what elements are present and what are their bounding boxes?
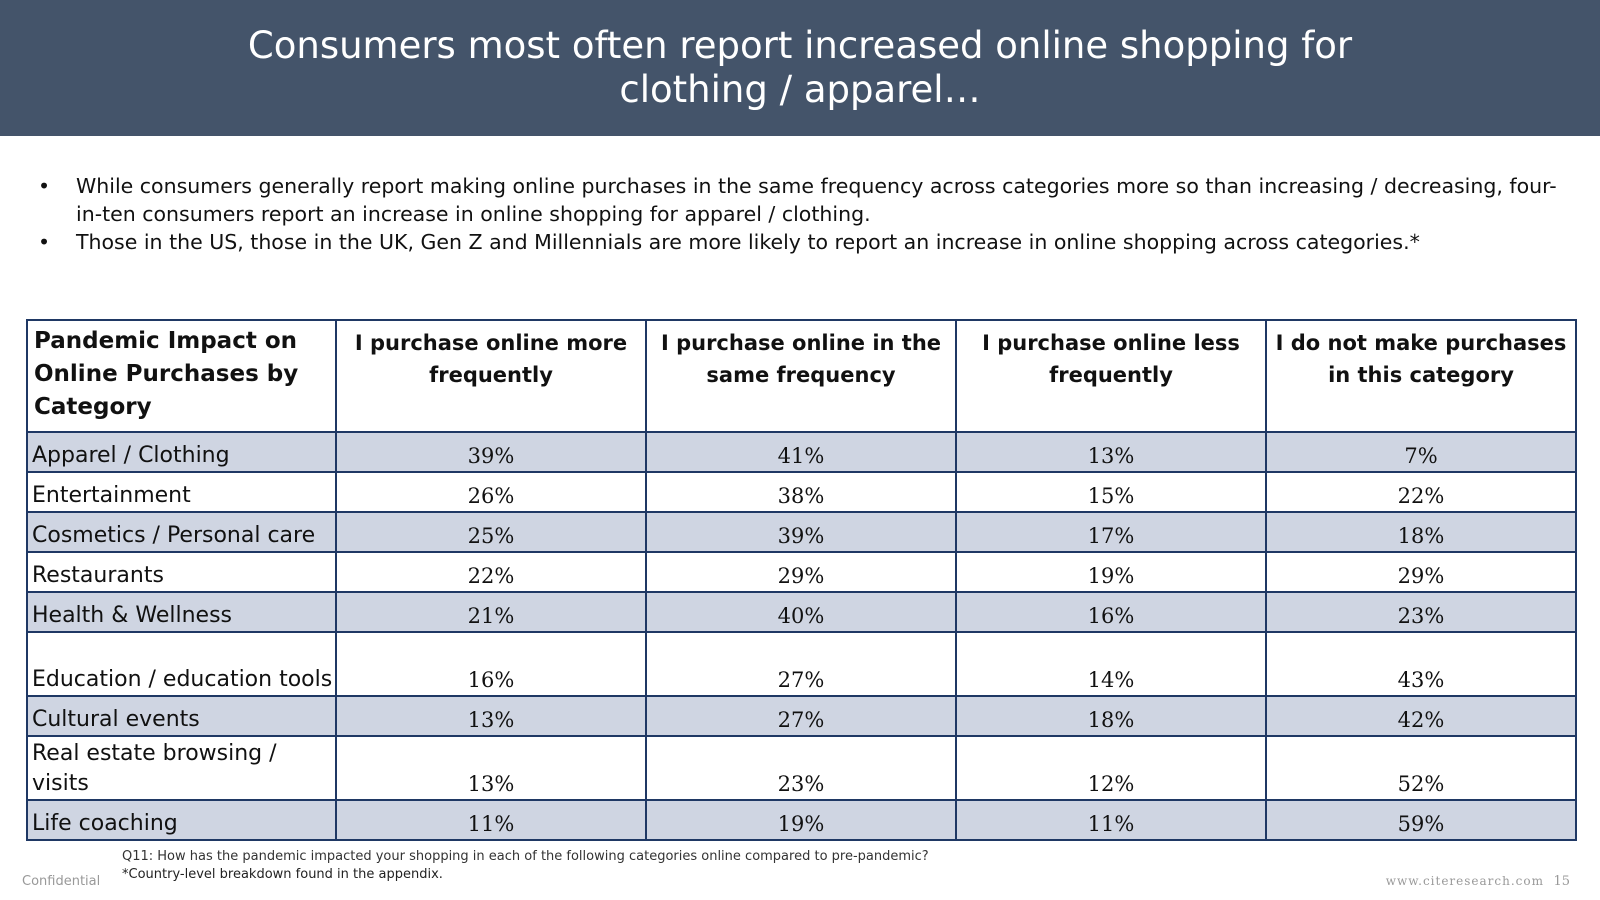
table-row: Life coaching 11% 19% 11% 59%	[26, 799, 1577, 841]
cell-value: 25%	[335, 511, 647, 553]
cell-value: 14%	[955, 631, 1267, 697]
survey-question-footnote: Q11: How has the pandemic impacted your …	[122, 849, 929, 864]
table-row: Education / education tools 16% 27% 14% …	[26, 631, 1577, 697]
bullet-symbol: •	[38, 230, 51, 254]
column-header: I purchase online in the same frequency	[645, 319, 957, 433]
cell-value: 29%	[645, 551, 957, 593]
cell-value: 19%	[645, 799, 957, 841]
table-header-row: Pandemic Impact on Online Purchases by C…	[26, 319, 1577, 433]
row-category: Apparel / Clothing	[26, 431, 337, 473]
table-corner-header: Pandemic Impact on Online Purchases by C…	[26, 319, 337, 433]
cell-value: 39%	[645, 511, 957, 553]
cell-value: 18%	[1265, 511, 1577, 553]
slide-title: Consumers most often report increased on…	[247, 24, 1353, 111]
row-category: Cosmetics / Personal care	[26, 511, 337, 553]
confidential-label: Confidential	[22, 874, 101, 889]
table-row: Restaurants 22% 29% 19% 29%	[26, 551, 1577, 593]
appendix-footnote: *Country-level breakdown found in the ap…	[122, 867, 443, 882]
cell-value: 22%	[335, 551, 647, 593]
table-row: Health & Wellness 21% 40% 16% 23%	[26, 591, 1577, 633]
footnotes: Q11: How has the pandemic impacted your …	[122, 848, 929, 884]
cell-value: 13%	[955, 431, 1267, 473]
cell-value: 7%	[1265, 431, 1577, 473]
row-category: Education / education tools	[26, 631, 337, 697]
bullet-symbol: •	[38, 174, 51, 198]
column-header: I purchase online less frequently	[955, 319, 1267, 433]
cell-value: 12%	[955, 735, 1267, 801]
cell-value: 15%	[955, 471, 1267, 513]
cell-value: 42%	[1265, 695, 1577, 737]
cell-value: 43%	[1265, 631, 1577, 697]
website-url: www.citeresearch.com	[1385, 874, 1544, 888]
table-row: Apparel / Clothing 39% 41% 13% 7%	[26, 431, 1577, 473]
table-row: Cultural events 13% 27% 18% 42%	[26, 695, 1577, 737]
row-category: Health & Wellness	[26, 591, 337, 633]
cell-value: 11%	[955, 799, 1267, 841]
row-category: Life coaching	[26, 799, 337, 841]
row-category: Real estate browsing / visits	[26, 735, 337, 801]
cell-value: 13%	[335, 695, 647, 737]
category-impact-table: Pandemic Impact on Online Purchases by C…	[26, 319, 1577, 841]
cell-value: 39%	[335, 431, 647, 473]
table-row: Cosmetics / Personal care 25% 39% 17% 18…	[26, 511, 1577, 553]
table-row: Real estate browsing / visits 13% 23% 12…	[26, 735, 1577, 801]
row-category: Entertainment	[26, 471, 337, 513]
column-header: I do not make purchases in this category	[1265, 319, 1577, 433]
table-row: Entertainment 26% 38% 15% 22%	[26, 471, 1577, 513]
cell-value: 22%	[1265, 471, 1577, 513]
cell-value: 38%	[645, 471, 957, 513]
cell-value: 16%	[955, 591, 1267, 633]
cell-value: 11%	[335, 799, 647, 841]
bullet-item: • Those in the US, those in the UK, Gen …	[36, 228, 1566, 256]
cell-value: 17%	[955, 511, 1267, 553]
cell-value: 19%	[955, 551, 1267, 593]
cell-value: 26%	[335, 471, 647, 513]
title-bar: Consumers most often report increased on…	[0, 0, 1600, 136]
bullet-text: Those in the US, those in the UK, Gen Z …	[76, 230, 1420, 254]
cell-value: 59%	[1265, 799, 1577, 841]
row-category: Restaurants	[26, 551, 337, 593]
cell-value: 52%	[1265, 735, 1577, 801]
bullet-list: • While consumers generally report makin…	[36, 172, 1566, 256]
cell-value: 16%	[335, 631, 647, 697]
cell-value: 40%	[645, 591, 957, 633]
cell-value: 27%	[645, 695, 957, 737]
cell-value: 23%	[1265, 591, 1577, 633]
bullet-item: • While consumers generally report makin…	[36, 172, 1566, 228]
cell-value: 13%	[335, 735, 647, 801]
cell-value: 29%	[1265, 551, 1577, 593]
bullet-text: While consumers generally report making …	[76, 174, 1557, 226]
cell-value: 18%	[955, 695, 1267, 737]
cell-value: 27%	[645, 631, 957, 697]
cell-value: 41%	[645, 431, 957, 473]
page-number: 15	[1553, 874, 1570, 889]
cell-value: 21%	[335, 591, 647, 633]
row-category: Cultural events	[26, 695, 337, 737]
column-header: I purchase online more frequently	[335, 319, 647, 433]
cell-value: 23%	[645, 735, 957, 801]
